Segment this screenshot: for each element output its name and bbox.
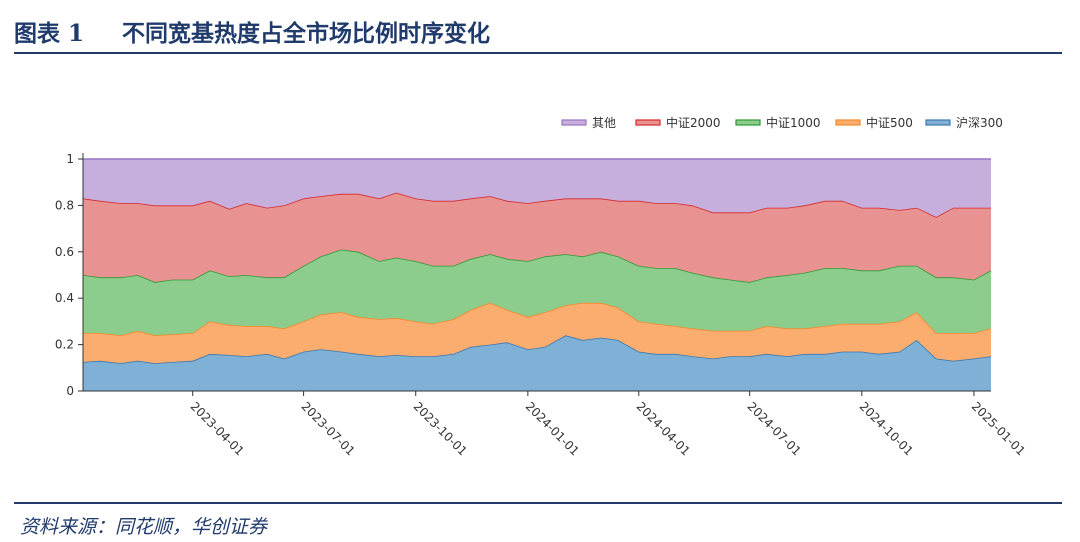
x-tick-label-4: 2024-04-01	[634, 399, 693, 458]
y-tick-label-5: 1	[66, 152, 74, 166]
legend-swatch-4	[925, 119, 951, 126]
x-tick-label-6: 2024-10-01	[857, 399, 916, 458]
y-tick-label-2: 0.4	[55, 291, 74, 305]
x-tick-label-5: 2024-07-01	[745, 399, 804, 458]
y-tick-label-0: 0	[66, 384, 74, 398]
legend-swatch-1	[635, 119, 661, 126]
legend-swatch-2	[735, 119, 761, 126]
series-line-1	[83, 301, 992, 337]
area-4	[83, 159, 991, 217]
area-0	[83, 335, 991, 391]
x-tick-label-0: 2023-04-01	[188, 399, 247, 458]
footer-rule	[14, 502, 1062, 504]
legend-label-2: 中证1000	[766, 115, 821, 130]
x-tick-label-1: 2023-07-01	[298, 399, 357, 458]
legend-swatch-3	[835, 119, 861, 126]
x-tick-label-2: 2023-10-01	[411, 399, 470, 458]
y-tick-label-1: 0.2	[55, 338, 74, 352]
x-tick-label-3: 2024-01-01	[523, 399, 582, 458]
y-tick-label-4: 0.8	[55, 198, 74, 212]
area-1	[83, 302, 991, 364]
legend-swatch-0	[561, 119, 587, 126]
legend-label-0: 其他	[592, 116, 616, 130]
x-tick-label-7: 2025-01-01	[969, 399, 1028, 458]
figure-number: 图表 1	[14, 20, 85, 47]
stacked-area-chart: 0 0.2 0.4 0.6 0.8 1 2023-04-01 2023-07-01 2023-1…	[55, 115, 1028, 458]
y-tick-label-3: 0.6	[55, 245, 74, 259]
figure-title: 不同宽基热度占全市场比例时序变化	[122, 20, 490, 47]
area-2	[83, 249, 991, 336]
area-3	[83, 192, 991, 282]
figure-header: 图表 1 不同宽基热度占全市场比例时序变化	[14, 8, 1064, 54]
legend-label-1: 中证2000	[666, 115, 721, 130]
legend-label-4: 沪深300	[956, 116, 1003, 130]
header-rule	[14, 52, 1062, 54]
source-note: 资料来源：同花顺，华创证券	[20, 516, 268, 538]
legend-label-3: 中证500	[866, 115, 913, 130]
